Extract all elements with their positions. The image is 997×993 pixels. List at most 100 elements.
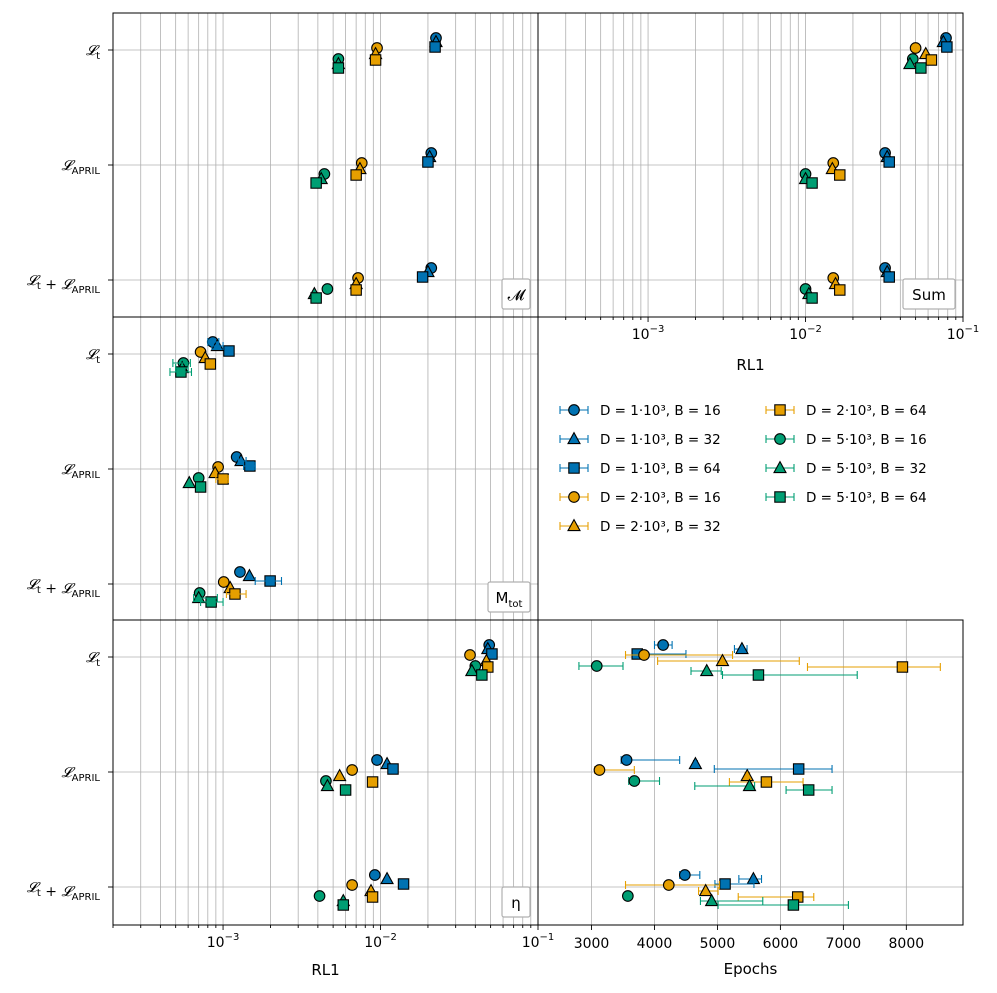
cat-sub: APRIL	[72, 166, 101, 177]
legend-label: D = 5·10³, B = 64	[806, 490, 927, 506]
cat-plus: +	[41, 884, 62, 900]
x-axis-label-rl1-bottom: RL1	[311, 961, 339, 979]
legend-label: D = 2·10³, B = 32	[600, 519, 721, 535]
category-label: 𝓛t	[86, 43, 100, 62]
marker-square	[223, 345, 235, 357]
tick-exp: −3	[650, 324, 665, 335]
legend-marker-square	[774, 404, 786, 416]
marker-circle	[217, 576, 230, 588]
marker-triangle	[688, 756, 703, 770]
legend-marker-circle	[774, 433, 786, 445]
marker-circle	[464, 649, 476, 661]
panel-frame	[112, 619, 539, 926]
marker-square	[429, 41, 441, 53]
panel-label-box	[487, 581, 531, 613]
tick-label-x: 3000	[574, 936, 610, 952]
marker-triangle	[740, 768, 755, 782]
panel-frame	[537, 12, 964, 318]
category-label: 𝓛t + 𝓛APRIL	[27, 577, 101, 600]
legend-marker-triangle	[567, 431, 581, 445]
legend-label: D = 1·10³, B = 64	[600, 461, 721, 477]
marker-circle	[371, 754, 383, 766]
cat-sub: t	[96, 51, 100, 62]
marker-triangle	[332, 768, 347, 782]
data-marks	[169, 32, 953, 911]
marker-square	[883, 271, 895, 283]
x-axis-label-rl1-top: RL1	[736, 356, 764, 374]
legend-label: D = 1·10³, B = 16	[600, 403, 721, 419]
marker-square	[719, 878, 731, 890]
marker-circle	[909, 42, 922, 54]
marker-square	[422, 156, 434, 168]
legend-marker-triangle	[773, 460, 787, 474]
tick-label-x: 10−1	[947, 324, 980, 343]
marker-circle	[593, 764, 606, 776]
marker-circle	[638, 649, 650, 661]
marker-circle	[657, 639, 669, 651]
marker-square	[387, 763, 399, 775]
marker-triangle	[746, 871, 761, 885]
marker-square	[760, 776, 773, 788]
cat-plus: +	[41, 277, 62, 293]
marker-triangle	[735, 641, 749, 655]
marker-square	[486, 648, 498, 660]
marker-triangle	[902, 56, 917, 70]
marker-triangle	[210, 338, 225, 352]
panel-label-box	[501, 886, 531, 918]
tick-label-x: 8000	[889, 936, 925, 952]
marker-circle	[234, 566, 246, 578]
marker-square	[416, 271, 429, 283]
panel-label-box	[902, 278, 956, 310]
marker-square	[482, 661, 494, 673]
category-label: 𝓛t + 𝓛APRIL	[27, 880, 101, 903]
marker-circle	[346, 764, 358, 776]
marker-triangle	[380, 871, 394, 885]
tick-label-x: 6000	[763, 936, 799, 952]
marker-square	[337, 899, 350, 911]
cat-sub: APRIL	[72, 285, 101, 296]
panel-label: Sum	[912, 286, 946, 304]
marker-square	[806, 177, 818, 189]
marker-triangle	[699, 663, 714, 677]
panel-label-box	[501, 278, 531, 310]
cat-sub: APRIL	[72, 892, 101, 903]
marker-square	[310, 177, 322, 189]
marker-square	[941, 41, 953, 53]
marker-square	[366, 891, 379, 903]
marker-triangle	[704, 893, 719, 907]
marker-square	[332, 62, 345, 74]
marker-circle	[628, 775, 641, 787]
marker-triangle	[242, 568, 257, 582]
marker-square	[339, 784, 352, 796]
tick-label-x: 10−2	[364, 932, 397, 951]
cat-sub: APRIL	[72, 589, 101, 600]
cat-sub: t	[96, 658, 100, 669]
marker-circle	[678, 869, 691, 881]
panel-label: 𝓜	[508, 286, 527, 304]
category-label: 𝓛APRIL	[61, 462, 100, 481]
tick-label-x: 10−2	[789, 324, 822, 343]
marker-triangle	[742, 778, 757, 792]
marker-square	[792, 763, 805, 775]
marker-circle	[590, 660, 603, 672]
legend-label: D = 5·10³, B = 32	[806, 461, 927, 477]
tick-exp: −1	[965, 324, 980, 335]
category-label: 𝓛t + 𝓛APRIL	[27, 273, 101, 296]
marker-circle	[368, 869, 381, 881]
marker-square	[194, 481, 207, 493]
cat-sub: t	[37, 281, 41, 292]
legend-marker-square	[568, 462, 580, 474]
tick-exp: −2	[807, 324, 822, 335]
legend-label: D = 2·10³, B = 64	[806, 403, 927, 419]
x-axis-label-epochs: Epochs	[724, 960, 778, 978]
marker-square	[834, 169, 846, 181]
cat-plus: +	[41, 581, 62, 597]
marker-circle	[620, 754, 633, 766]
tick-label-x: 10−1	[522, 932, 555, 951]
panel-label-sub: tot	[508, 599, 522, 610]
marker-circle	[346, 879, 358, 891]
cat-sub: t	[96, 355, 100, 366]
marker-square	[310, 292, 322, 304]
marker-square	[925, 54, 938, 66]
